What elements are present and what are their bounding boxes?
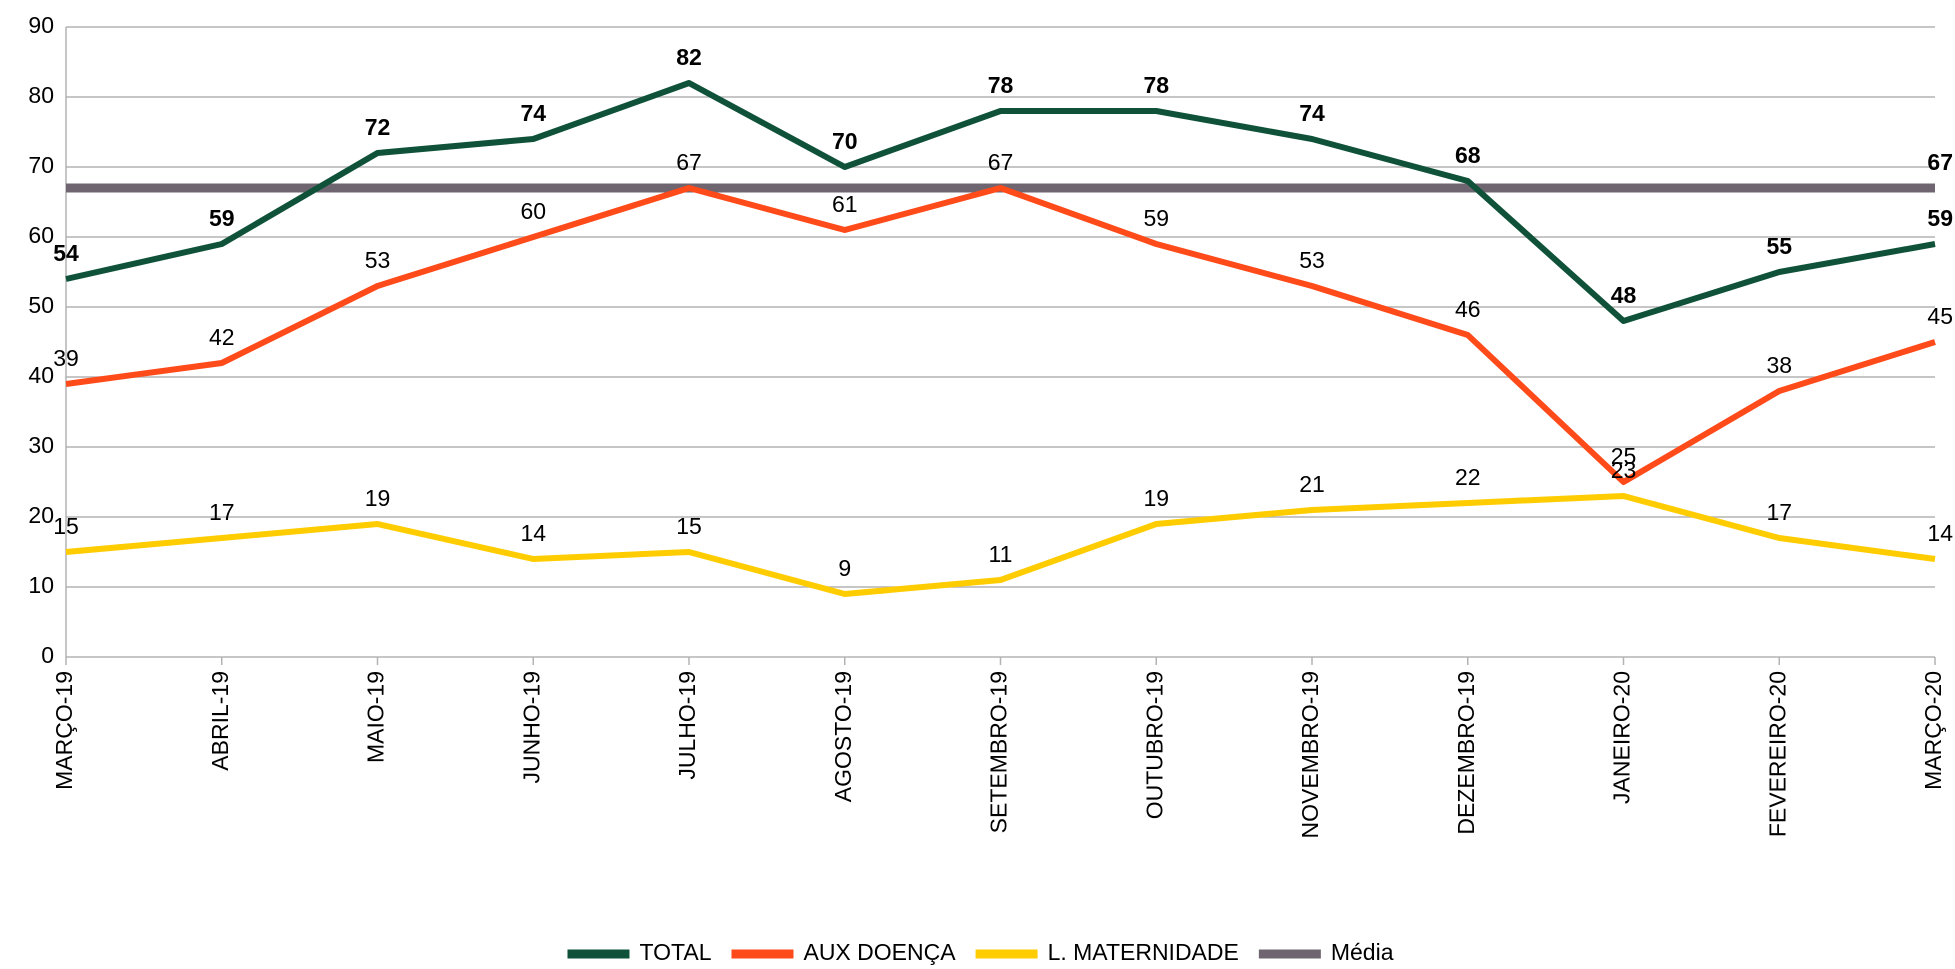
- x-tick-label: ABRIL-19: [207, 671, 233, 771]
- y-tick-label: 80: [28, 82, 54, 108]
- data-label: 48: [1611, 282, 1637, 308]
- x-tick-label: NOVEMBRO-19: [1297, 671, 1323, 838]
- x-tick-label: MARÇO-20: [1920, 671, 1946, 790]
- data-label: 67: [988, 149, 1014, 175]
- data-label: 59: [209, 205, 235, 231]
- legend: TOTAL AUX DOENÇA L. MATERNIDADE Média: [567, 939, 1394, 965]
- data-label: 14: [520, 520, 546, 546]
- data-label: 15: [676, 513, 702, 539]
- data-label: 53: [1299, 247, 1325, 273]
- y-tick-label: 30: [28, 432, 54, 458]
- data-label: 67: [676, 149, 702, 175]
- data-label: 55: [1766, 233, 1792, 259]
- data-label: 67: [1927, 149, 1953, 175]
- data-label: 17: [1766, 499, 1792, 525]
- x-tick-label: MARÇO-19: [51, 671, 77, 790]
- legend-label: AUX DOENÇA: [803, 939, 956, 965]
- x-tick-label: DEZEMBRO-19: [1453, 671, 1479, 835]
- series-line: [65, 80, 1936, 324]
- data-label: 59: [1143, 205, 1169, 231]
- y-tick-label: 0: [41, 642, 54, 668]
- y-tick-label: 70: [28, 152, 54, 178]
- data-label: 60: [520, 198, 546, 224]
- x-tick-label: JUNHO-19: [518, 671, 544, 783]
- data-label: 70: [832, 128, 858, 154]
- data-label: 11: [989, 541, 1013, 567]
- data-label: 14: [1927, 520, 1953, 546]
- data-label: 53: [365, 247, 391, 273]
- data-label: 23: [1611, 457, 1637, 483]
- data-label: 78: [988, 72, 1014, 98]
- data-label: 61: [832, 191, 858, 217]
- data-label: 9: [838, 555, 851, 581]
- data-label: 21: [1299, 471, 1325, 497]
- data-label: 78: [1143, 72, 1169, 98]
- data-label: 19: [1143, 485, 1169, 511]
- data-label: 39: [53, 345, 79, 371]
- legend-label: Média: [1331, 939, 1394, 965]
- x-tick-label: MAIO-19: [363, 671, 389, 763]
- legend-label: L. MATERNIDADE: [1048, 939, 1239, 965]
- data-label: 59: [1927, 205, 1953, 231]
- y-tick-label: 90: [28, 12, 54, 38]
- y-tick-label: 10: [28, 572, 54, 598]
- data-label: 68: [1455, 142, 1481, 168]
- x-tick-label: FEVEREIRO-20: [1764, 671, 1790, 837]
- x-tick-label: OUTUBRO-19: [1141, 671, 1167, 819]
- data-label: 15: [53, 513, 79, 539]
- data-label: 19: [365, 485, 391, 511]
- data-label: 46: [1455, 296, 1481, 322]
- data-label: 25: [1611, 443, 1637, 469]
- legend-label: TOTAL: [639, 939, 711, 965]
- data-label: 22: [1455, 464, 1481, 490]
- x-tick-label: SETEMBRO-19: [986, 671, 1012, 833]
- y-tick-label: 50: [28, 292, 54, 318]
- data-label: 38: [1766, 352, 1792, 378]
- x-tick-label: AGOSTO-19: [830, 671, 856, 802]
- data-label: 82: [676, 44, 702, 70]
- data-label: 17: [209, 499, 235, 525]
- y-tick-label: 40: [28, 362, 54, 388]
- data-label: 74: [520, 100, 546, 126]
- y-tick-label: 20: [28, 502, 54, 528]
- data-label: 45: [1927, 303, 1953, 329]
- data-label: 42: [209, 324, 235, 350]
- series-line: [65, 185, 1936, 485]
- data-label: 74: [1299, 100, 1325, 126]
- series-line: [65, 493, 1936, 597]
- x-tick-label: JANEIRO-20: [1609, 671, 1635, 804]
- data-label: 54: [53, 240, 79, 266]
- y-tick-label: 60: [28, 222, 54, 248]
- data-label: 72: [365, 114, 391, 140]
- x-tick-label: JULHO-19: [674, 671, 700, 780]
